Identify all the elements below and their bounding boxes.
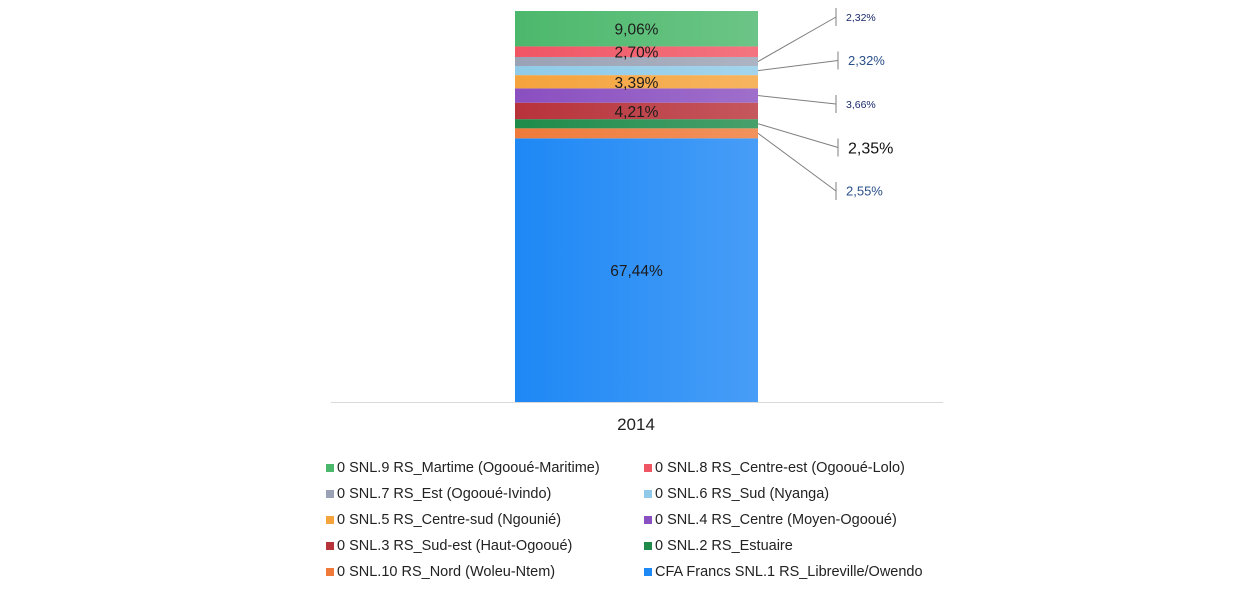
legend-item: 0 SNL.9 RS_Martime (Ogooué-Maritime) <box>326 459 644 477</box>
legend-swatch <box>644 542 652 550</box>
callout-data-label: 3,66% <box>846 99 876 111</box>
callout-data-label: 2,32% <box>846 12 876 24</box>
bar-data-label: 9,06% <box>615 22 659 39</box>
bar-segment <box>515 66 758 76</box>
legend-label: 0 SNL.3 RS_Sud-est (Haut-Ogooué) <box>337 538 573 554</box>
legend-item: 0 SNL.10 RS_Nord (Woleu-Ntem) <box>326 563 644 581</box>
legend-item: 0 SNL.6 RS_Sud (Nyanga) <box>644 485 964 503</box>
legend-item: 0 SNL.8 RS_Centre-est (Ogooué-Lolo) <box>644 459 964 477</box>
bar-segment <box>515 56 758 67</box>
bar-segment <box>515 102 758 120</box>
legend-swatch <box>326 490 334 498</box>
legend-item: 0 SNL.4 RS_Centre (Moyen-Ogooué) <box>644 511 964 529</box>
legend-label: 0 SNL.6 RS_Sud (Nyanga) <box>655 486 830 502</box>
bar-segment <box>515 138 758 402</box>
bar-data-label: 3,39% <box>615 75 659 92</box>
bar-segment <box>515 75 758 89</box>
leader-line <box>757 132 837 192</box>
callout-data-label: 2,55% <box>846 184 883 199</box>
legend-swatch <box>644 516 652 524</box>
legend-item: 0 SNL.2 RS_Estuaire <box>644 537 964 555</box>
leader-line <box>757 123 839 148</box>
legend-label: 0 SNL.8 RS_Centre-est (Ogooué-Lolo) <box>655 460 905 476</box>
legend-swatch <box>326 568 334 576</box>
legend-label: 0 SNL.2 RS_Estuaire <box>655 538 793 554</box>
callout-data-label: 2,32% <box>848 53 885 68</box>
legend-swatch <box>326 542 334 550</box>
inside-data-labels: 67,44% 4,21% 3,39% 2,70% 9,06% <box>610 22 663 280</box>
legend-swatch <box>326 464 334 472</box>
legend-label: 0 SNL.5 RS_Centre-sud (Ngounié) <box>337 512 562 528</box>
legend-label: 0 SNL.9 RS_Martime (Ogooué-Maritime) <box>337 460 600 476</box>
leader-line <box>757 16 837 62</box>
legend-swatch <box>326 516 334 524</box>
legend-label: 0 SNL.4 RS_Centre (Moyen-Ogooué) <box>655 512 897 528</box>
bar-data-label: 2,70% <box>615 45 659 62</box>
legend-label: 0 SNL.10 RS_Nord (Woleu-Ntem) <box>337 564 556 580</box>
bar-data-label: 67,44% <box>610 263 663 280</box>
legend-item: CFA Francs SNL.1 RS_Libreville/Owendo <box>644 563 964 581</box>
bar-segment <box>515 88 758 103</box>
legend-label: 0 SNL.7 RS_Est (Ogooué-Ivindo) <box>337 486 552 502</box>
outside-data-labels: 2,32% 2,32% 3,66% 2,35% 2,55% <box>846 12 893 199</box>
bar-segment <box>515 128 758 139</box>
legend-label: CFA Francs SNL.1 RS_Libreville/Owendo <box>655 564 923 580</box>
x-tick-label: 2014 <box>617 415 655 434</box>
bar-segments <box>515 11 758 402</box>
legend-swatch <box>644 568 652 576</box>
chart-legend: 0 SNL.9 RS_Martime (Ogooué-Maritime) 0 SN… <box>326 459 964 581</box>
callout-data-label: 2,35% <box>848 140 893 157</box>
bar-data-label: 4,21% <box>615 104 659 121</box>
bar-segment <box>515 46 758 57</box>
legend-item: 0 SNL.5 RS_Centre-sud (Ngounié) <box>326 511 644 529</box>
legend-item: 0 SNL.3 RS_Sud-est (Haut-Ogooué) <box>326 537 644 555</box>
legend-item: 0 SNL.7 RS_Est (Ogooué-Ivindo) <box>326 485 644 503</box>
leader-lines <box>757 8 839 200</box>
leader-line <box>757 60 839 72</box>
bar-segment <box>515 119 758 129</box>
legend-swatch <box>644 464 652 472</box>
leader-line <box>757 95 837 105</box>
bar-segment <box>515 11 758 47</box>
legend-swatch <box>644 490 652 498</box>
